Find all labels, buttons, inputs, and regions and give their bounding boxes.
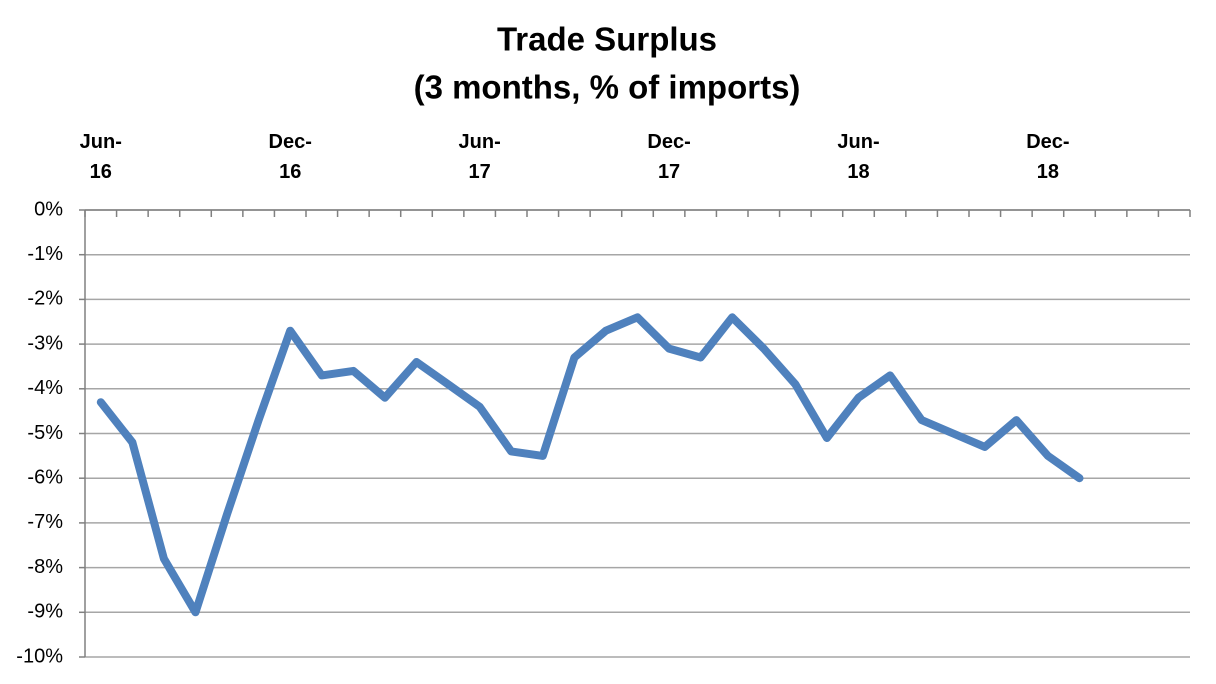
- x-tick-label: Jun- 18: [837, 131, 879, 183]
- x-tick-label-line: Dec-: [647, 131, 690, 153]
- x-tick-label-line: 17: [658, 161, 680, 183]
- y-tick-label: -10%: [16, 645, 63, 667]
- x-tick-label-line: Dec-: [269, 131, 312, 153]
- y-tick-label: -8%: [27, 556, 63, 578]
- x-tick-label-line: 16: [90, 161, 112, 183]
- x-tick-label: Dec- 17: [647, 131, 690, 183]
- x-tick-label: Dec- 16: [269, 131, 312, 183]
- data-line: [96, 313, 1084, 617]
- x-tick-label: Dec- 18: [1026, 131, 1069, 183]
- y-tick-label: -9%: [27, 601, 63, 623]
- x-tick-label-line: Jun-: [459, 131, 501, 153]
- x-tick-label-line: Jun-: [80, 131, 122, 153]
- y-tick-label: 0%: [34, 198, 63, 220]
- y-tick-label: -4%: [27, 377, 63, 399]
- x-tick-label-line: Jun-: [837, 131, 879, 153]
- y-tick-label: -5%: [27, 422, 63, 444]
- y-tick-label: -3%: [27, 332, 63, 354]
- x-tick-label: Jun- 17: [459, 131, 501, 183]
- x-tick-label-line: Dec-: [1026, 131, 1069, 153]
- chart-title: Trade Surplus: [497, 21, 717, 58]
- y-tick-label: -7%: [27, 511, 63, 533]
- y-tick-label: -1%: [27, 243, 63, 265]
- x-tick-label-line: 16: [279, 161, 301, 183]
- x-tick-label-line: 17: [469, 161, 491, 183]
- x-tick-label: Jun- 16: [80, 131, 122, 183]
- y-tick-label: -2%: [27, 288, 63, 310]
- x-tick-label-line: 18: [1037, 161, 1059, 183]
- y-tick-label: -6%: [27, 466, 63, 488]
- chart-subtitle: (3 months, % of imports): [414, 69, 801, 106]
- x-tick-label-line: 18: [847, 161, 869, 183]
